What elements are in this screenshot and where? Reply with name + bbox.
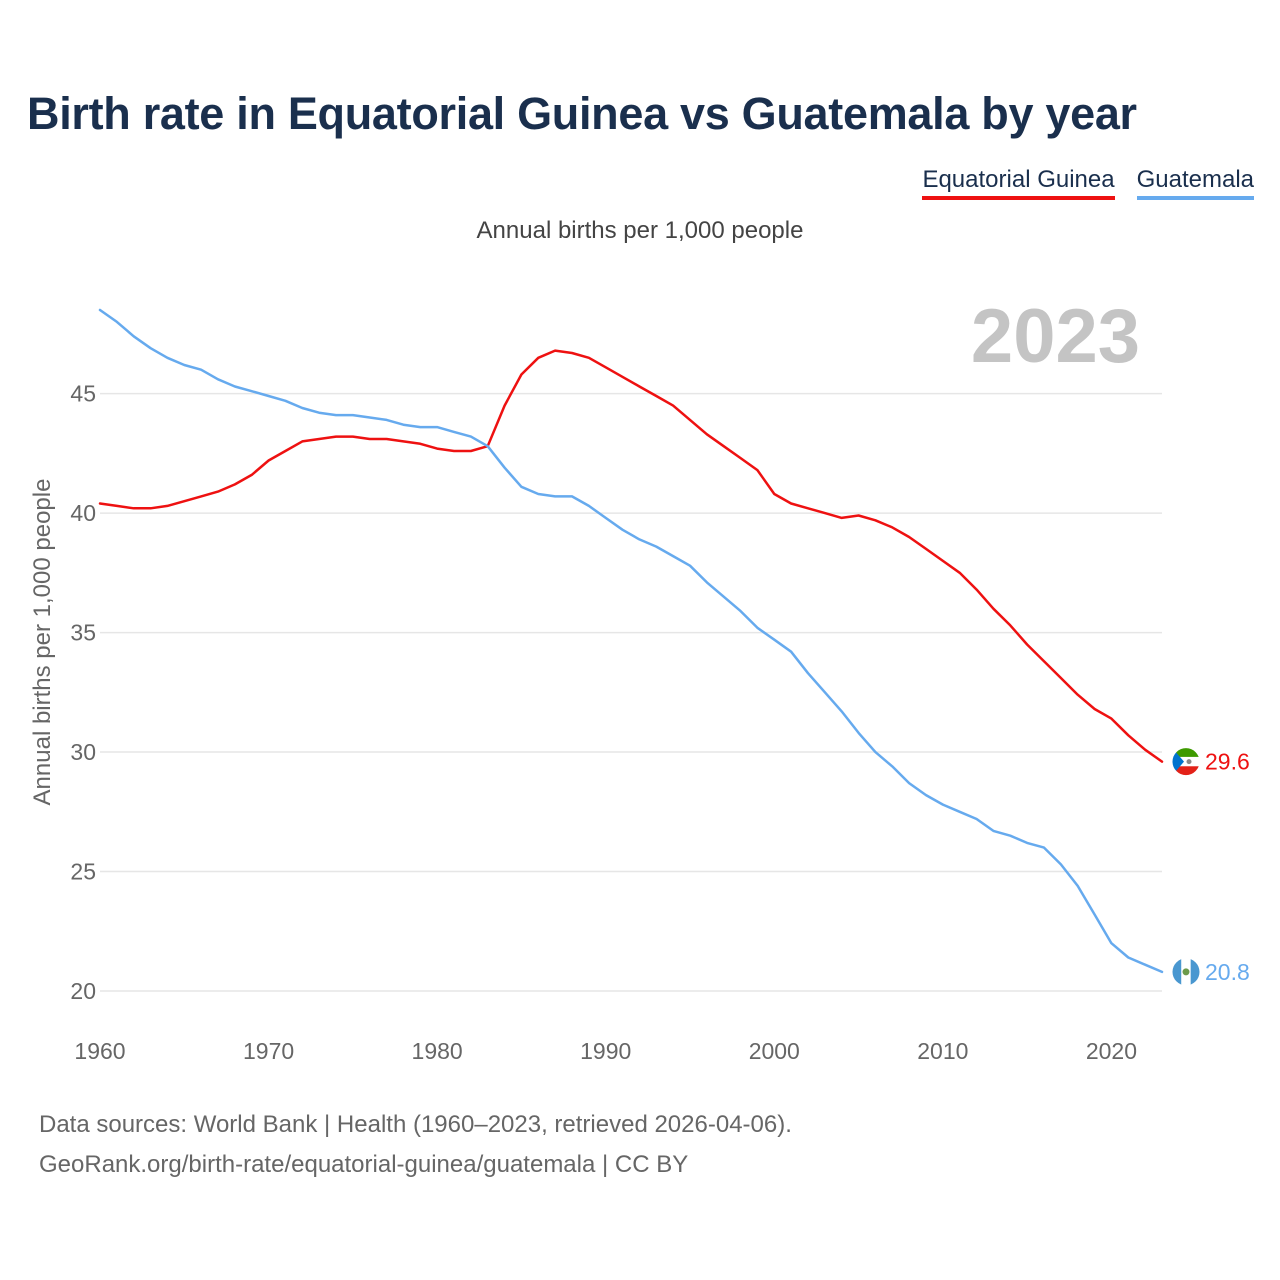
x-tick-label: 2020 [1086, 1038, 1137, 1064]
end-value-label-equatorial-guinea: 29.6 [1205, 749, 1250, 775]
y-tick-label: 40 [70, 500, 96, 526]
legend-item-equatorial-guinea[interactable]: Equatorial Guinea [922, 166, 1115, 200]
y-tick-label: 20 [70, 978, 96, 1004]
x-tick-label: 2000 [749, 1038, 800, 1064]
y-tick-label: 30 [70, 739, 96, 765]
equatorial-guinea-flag-icon [1172, 747, 1200, 776]
legend-item-guatemala[interactable]: Guatemala [1136, 166, 1254, 200]
source-note: Data sources: World Bank | Health (1960–… [39, 1105, 792, 1185]
x-tick-label: 1990 [580, 1038, 631, 1064]
legend: Equatorial Guinea Guatemala [922, 166, 1254, 200]
y-tick-label: 45 [70, 381, 96, 407]
guatemala-flag-icon [1172, 957, 1200, 986]
year-watermark: 2023 [971, 294, 1140, 379]
series-line-guatemala[interactable] [98, 308, 1164, 974]
flag-border [1171, 957, 1201, 987]
source-line-2[interactable]: GeoRank.org/birth-rate/equatorial-guinea… [39, 1151, 689, 1178]
x-tick-label: 1980 [412, 1038, 463, 1064]
y-tick-label: 25 [70, 859, 96, 885]
chart-subtitle: Annual births per 1,000 people [476, 217, 804, 244]
y-tick-label: 35 [70, 620, 96, 646]
y-axis-title: Annual births per 1,000 people [29, 479, 56, 806]
flag-border [1171, 747, 1201, 777]
source-line-1: Data sources: World Bank | Health (1960–… [39, 1111, 792, 1138]
x-tick-label: 1960 [74, 1038, 125, 1064]
series-line-equatorial-guinea[interactable] [98, 349, 1164, 763]
x-tick-label: 2010 [917, 1038, 968, 1064]
chart-title: Birth rate in Equatorial Guinea vs Guate… [27, 88, 1137, 139]
x-tick-label: 1970 [243, 1038, 294, 1064]
end-value-label-guatemala: 20.8 [1205, 959, 1250, 985]
